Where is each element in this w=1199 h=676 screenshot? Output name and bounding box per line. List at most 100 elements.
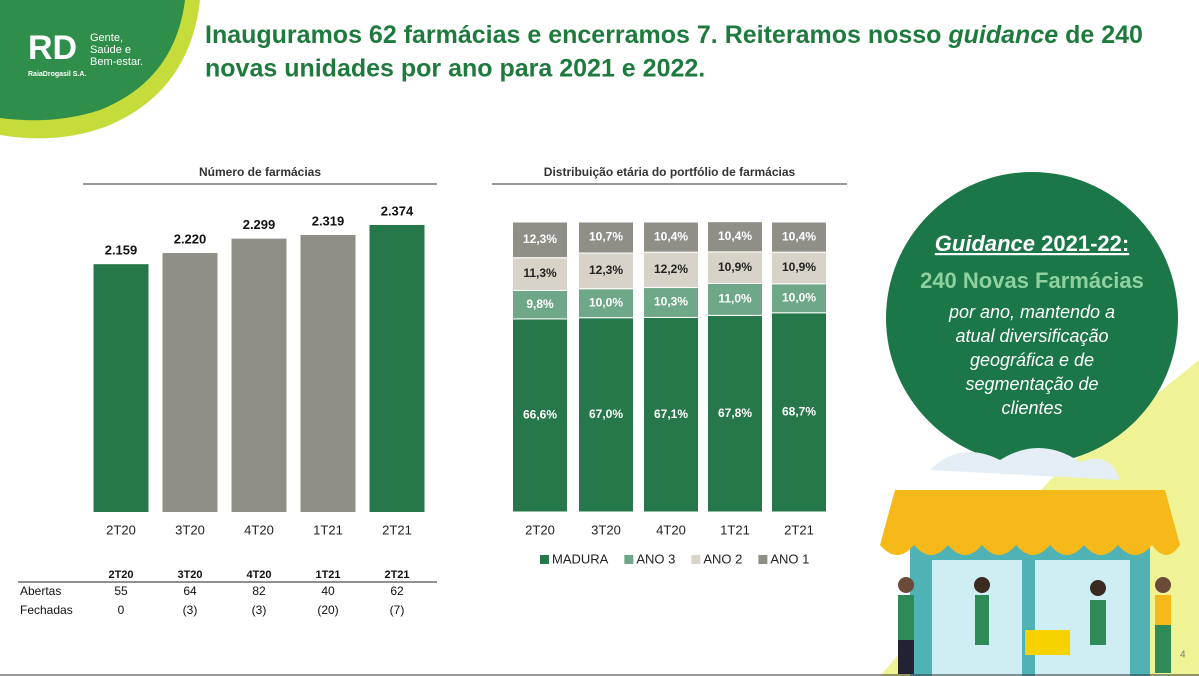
logo-bg bbox=[0, 0, 185, 121]
bar-segment bbox=[771, 221, 827, 253]
table-cell: 82 bbox=[252, 584, 266, 598]
person bbox=[975, 595, 989, 645]
table-header: 3T20 bbox=[177, 569, 202, 581]
bar-segment bbox=[512, 257, 568, 291]
person bbox=[1155, 595, 1171, 625]
person bbox=[898, 577, 914, 593]
legend-label: ANO 1 bbox=[770, 551, 809, 566]
bar-segment bbox=[578, 221, 634, 254]
x-tick-label: 2T21 bbox=[784, 522, 814, 537]
legend-label: ANO 3 bbox=[636, 551, 675, 566]
value-label: 67,0% bbox=[589, 407, 623, 421]
person bbox=[898, 640, 914, 674]
awning-edge bbox=[880, 545, 1180, 555]
bar bbox=[231, 238, 287, 512]
value-label: 11,0% bbox=[718, 292, 752, 306]
legend-label: ANO 2 bbox=[703, 551, 742, 566]
store-window bbox=[1035, 560, 1130, 676]
bar bbox=[300, 235, 356, 512]
x-tick-label: 3T20 bbox=[591, 522, 621, 537]
value-label: 12,3% bbox=[523, 232, 557, 246]
slide-title: novas unidades por ano para 2021 e 2022. bbox=[205, 55, 705, 83]
bar-segment bbox=[707, 221, 763, 253]
table-cell: 62 bbox=[390, 584, 404, 598]
x-tick-label: 4T20 bbox=[244, 522, 274, 537]
value-label: 2.299 bbox=[243, 217, 276, 232]
value-label: 9,8% bbox=[526, 297, 554, 311]
legend-swatch bbox=[758, 555, 768, 564]
person bbox=[1090, 580, 1106, 596]
table-cell: 0 bbox=[118, 603, 125, 617]
value-label: 10,0% bbox=[589, 295, 623, 309]
guidance-body: atual diversificação bbox=[955, 326, 1108, 346]
value-label: 10,9% bbox=[718, 260, 752, 274]
bar bbox=[162, 253, 218, 512]
logo-tagline: Gente, bbox=[90, 32, 123, 44]
value-label: 12,3% bbox=[589, 263, 623, 277]
value-label: 10,0% bbox=[782, 290, 816, 304]
guidance-headline: 240 Novas Farmácias bbox=[920, 268, 1144, 293]
cart bbox=[1025, 630, 1070, 655]
x-tick-label: 2T20 bbox=[106, 522, 136, 537]
logo-tagline: Saúde e bbox=[90, 44, 131, 56]
person bbox=[1155, 577, 1171, 593]
bar-segment bbox=[643, 316, 699, 513]
logo-mark: RD bbox=[28, 29, 77, 67]
awning bbox=[880, 490, 1180, 545]
guidance-title: Guidance 2021-22: bbox=[935, 231, 1129, 256]
logo-company: RaiaDrogasil S.A. bbox=[28, 71, 86, 78]
x-tick-label: 3T20 bbox=[175, 522, 205, 537]
bar-segment bbox=[707, 282, 763, 316]
value-label: 2.319 bbox=[312, 213, 345, 228]
value-label: 10,7% bbox=[589, 230, 623, 244]
value-label: 67,8% bbox=[718, 406, 752, 420]
logo-tagline: Bem-estar. bbox=[90, 56, 143, 68]
guidance-circle bbox=[886, 172, 1178, 464]
table-cell: 55 bbox=[114, 584, 128, 598]
legend-swatch bbox=[691, 555, 701, 564]
guidance-body: clientes bbox=[1001, 398, 1062, 418]
x-tick-label: 1T21 bbox=[313, 522, 343, 537]
value-label: 2.220 bbox=[174, 231, 207, 246]
legend-swatch bbox=[624, 555, 634, 564]
x-tick-label: 2T20 bbox=[525, 522, 555, 537]
person bbox=[898, 595, 914, 640]
value-label: 10,3% bbox=[654, 295, 688, 309]
table-header: 2T21 bbox=[384, 569, 409, 581]
bar-segment bbox=[771, 312, 827, 513]
x-tick-label: 1T21 bbox=[720, 522, 750, 537]
bar-segment bbox=[707, 251, 763, 284]
bar-segment bbox=[643, 221, 699, 253]
guidance-body: por ano, mantendo a bbox=[948, 302, 1115, 322]
legend-label: MADURA bbox=[552, 551, 609, 566]
table-header: 1T21 bbox=[315, 569, 340, 581]
person bbox=[974, 577, 990, 593]
person bbox=[1155, 625, 1171, 673]
table-header: 2T20 bbox=[108, 569, 133, 581]
page-number: 4 bbox=[1180, 650, 1186, 661]
value-label: 10,4% bbox=[654, 229, 688, 243]
bar-segment bbox=[771, 251, 827, 285]
value-label: 12,2% bbox=[654, 262, 688, 276]
bar bbox=[93, 264, 149, 512]
table-header: 4T20 bbox=[246, 569, 271, 581]
bar-segment bbox=[707, 314, 763, 513]
slide-title: Inauguramos 62 farmácias e encerramos 7.… bbox=[205, 21, 1143, 49]
table-cell: (3) bbox=[183, 603, 198, 617]
legend-swatch bbox=[540, 555, 549, 564]
chart-title: Número de farmácias bbox=[199, 165, 321, 179]
bar-segment bbox=[512, 221, 568, 259]
value-label: 66,6% bbox=[523, 408, 557, 422]
value-label: 2.159 bbox=[105, 243, 138, 258]
bar-segment bbox=[643, 287, 699, 318]
row-label: Fechadas bbox=[20, 603, 73, 617]
bar bbox=[369, 224, 425, 512]
guidance-body: segmentação de bbox=[965, 374, 1098, 394]
value-label: 11,3% bbox=[523, 266, 557, 280]
x-tick-label: 2T21 bbox=[382, 522, 412, 537]
x-tick-label: 4T20 bbox=[656, 522, 686, 537]
bar-segment bbox=[578, 288, 634, 319]
value-label: 2.374 bbox=[381, 203, 414, 218]
table-cell: (20) bbox=[317, 603, 338, 617]
